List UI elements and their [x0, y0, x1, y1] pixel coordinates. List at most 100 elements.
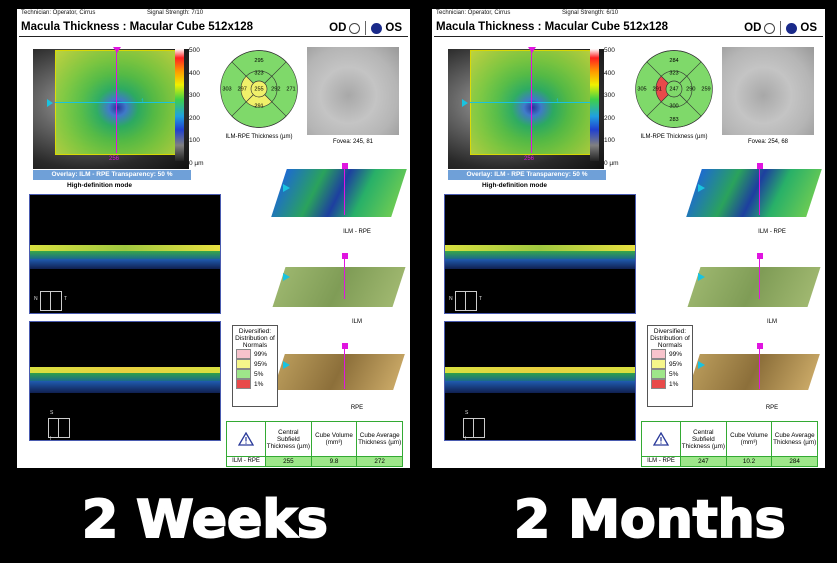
- etdrs-svg: 284 323 305 291 247 290 259 300 283: [635, 50, 713, 128]
- surface-slice-line: [759, 169, 760, 215]
- orient-t: T: [64, 296, 68, 302]
- table-row: ILM - RPE 247 10.2 284: [641, 457, 818, 467]
- fovea-image: [722, 47, 814, 135]
- inner-top-sector: [660, 70, 688, 90]
- retina-layer: [445, 251, 635, 259]
- center-sector: [665, 80, 683, 98]
- inner-top-value: 323: [669, 71, 678, 77]
- legend-swatch: [651, 349, 666, 359]
- inner-left-value: 291: [653, 87, 662, 93]
- sector-line: [646, 50, 702, 90]
- table-column-header: Cube Average Thickness (µm): [773, 432, 817, 446]
- legend-item: 5%: [651, 369, 692, 379]
- os-radio[interactable]: [786, 22, 798, 34]
- outer-left-value: 303: [222, 87, 231, 93]
- legend-swatch: [236, 349, 251, 359]
- left-marker-icon[interactable]: [47, 99, 53, 107]
- report-left: Technician: Operator, Cirrus Signal Stre…: [17, 9, 410, 468]
- od-label: OD: [329, 22, 347, 34]
- sector-line: [646, 88, 702, 128]
- colorbar-tick: 400: [189, 69, 200, 77]
- inner-bottom-value: 291: [254, 103, 263, 109]
- table-header: Central Subfield Thickness (µm) Cube Volu…: [641, 421, 818, 457]
- retina-layer: [30, 381, 220, 393]
- signal-strength: Signal Strength: 6/10: [562, 10, 619, 16]
- legend-label: 95%: [254, 360, 268, 368]
- os-label: OS: [385, 22, 402, 34]
- outer-left-value: 305: [637, 87, 646, 93]
- colorbar-tick: 100: [189, 137, 200, 144]
- legend-swatch: [236, 369, 251, 379]
- legend-label: 5%: [254, 370, 264, 378]
- surface-slice-line: [344, 349, 345, 389]
- table-cell: 10.2: [726, 457, 773, 466]
- vertical-bscan: S I: [444, 321, 636, 441]
- retina-layer: [445, 259, 635, 269]
- report-title: Macula Thickness : Macular Cube 512x128: [436, 21, 669, 33]
- surface-caption-ilm-rpe: ILM - RPE: [758, 229, 786, 235]
- orient-t: T: [479, 296, 483, 302]
- inner-left-sector: [655, 75, 675, 103]
- inner-bottom-sector: [245, 88, 273, 108]
- od-radio[interactable]: [349, 22, 361, 34]
- retina-layer: [30, 251, 220, 259]
- orientation-box: [40, 291, 62, 311]
- sector-line: [231, 88, 287, 128]
- top-marker-icon[interactable]: [113, 47, 121, 53]
- os-radio[interactable]: [371, 22, 383, 34]
- inner-right-value: 290: [686, 87, 695, 93]
- inner-right-sector: [258, 75, 278, 103]
- surface-top-marker-icon: [757, 343, 763, 349]
- outer-right-value: 259: [701, 87, 710, 93]
- legend-swatch: [236, 359, 251, 369]
- warning-icon: [227, 422, 266, 456]
- surface-caption-ilm-rpe: ILM - RPE: [343, 229, 371, 235]
- colorbar-tick: 0 µm: [604, 159, 619, 167]
- retina-layer: [30, 367, 220, 373]
- table-cell: 247: [681, 457, 727, 466]
- legend-label: 1%: [669, 380, 679, 388]
- surface-caption-rpe: RPE: [765, 405, 779, 411]
- orientation-box: [455, 291, 477, 311]
- eye-divider: [780, 21, 782, 35]
- legend-swatch: [651, 369, 666, 379]
- etdrs-caption: ILM-RPE Thickness (µm): [640, 134, 708, 140]
- retina-layer: [445, 373, 635, 381]
- outer-top-value: 284: [669, 58, 678, 64]
- row-label: ILM - RPE: [642, 457, 681, 466]
- legend-label: 99%: [254, 350, 268, 358]
- legend-item: 95%: [651, 359, 692, 369]
- inner-bottom-sector: [660, 88, 688, 108]
- map-side-label: 1: [141, 99, 145, 105]
- table-column-header: Cube Volume (mm³): [312, 422, 358, 456]
- center-value: 247: [669, 87, 678, 93]
- table-cell: 255: [266, 457, 312, 466]
- top-marker-icon[interactable]: [528, 47, 536, 53]
- table-column-header: Cube Volume (mm³): [727, 422, 773, 456]
- table-cell: 284: [772, 457, 818, 466]
- fovea-label: Fovea: 254, 68: [747, 139, 789, 145]
- normals-legend: Diversified: Distribution of Normals 99%…: [232, 325, 278, 407]
- warning-icon: [642, 422, 681, 456]
- outer-right-value: 271: [286, 87, 295, 93]
- legend-title: Diversified: Distribution of Normals: [650, 328, 690, 349]
- legend-swatch: [651, 359, 666, 369]
- overlay-status: Overlay: ILM - RPE Transparency: 50 %: [448, 170, 606, 180]
- surface-top-marker-icon: [342, 343, 348, 349]
- left-marker-icon[interactable]: [462, 99, 468, 107]
- legend-swatch: [651, 379, 666, 389]
- table-header: Central Subfield Thickness (µm) Cube Volu…: [226, 421, 403, 457]
- od-radio[interactable]: [764, 22, 776, 34]
- colorbar-tick: 200: [604, 114, 615, 122]
- title-rule: [434, 36, 823, 37]
- colorbar-tick: 300: [604, 92, 615, 99]
- inner-top-sector: [245, 70, 273, 90]
- normals-legend: Diversified: Distribution of Normals 99%…: [647, 325, 693, 407]
- surface-left-marker-icon: [698, 184, 705, 192]
- ilm-surface: [272, 267, 406, 307]
- os-label: OS: [800, 22, 817, 34]
- orient-s: S: [465, 410, 469, 416]
- orient-i: I: [50, 436, 52, 441]
- signal-strength: Signal Strength: 7/10: [147, 10, 204, 16]
- thickness-colorbar: [175, 49, 184, 161]
